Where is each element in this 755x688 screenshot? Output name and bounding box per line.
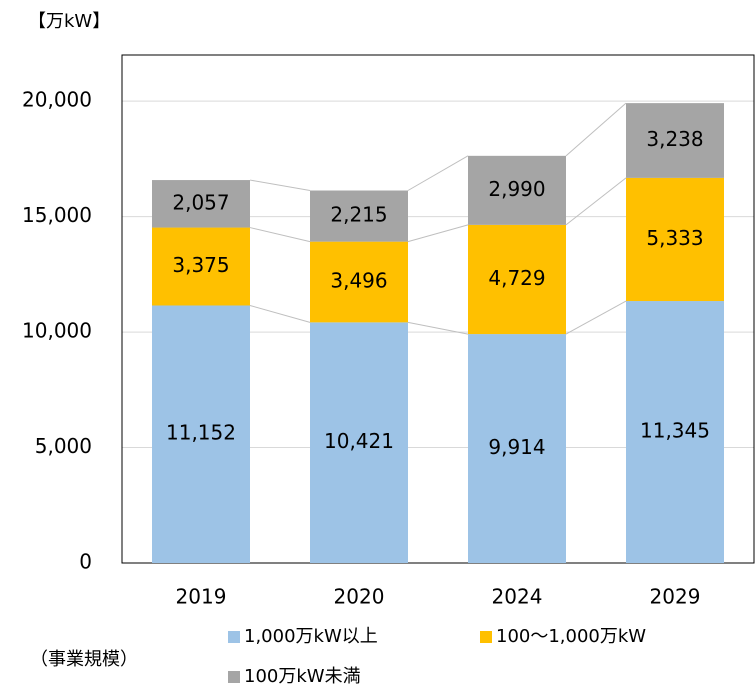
connector-line — [565, 177, 627, 226]
y-tick-label: 5,000 — [35, 434, 92, 458]
y-tick-label: 20,000 — [22, 88, 92, 112]
data-label: 2,215 — [330, 203, 387, 227]
connector-line — [407, 321, 469, 335]
x-tick-label: 2019 — [176, 585, 227, 609]
bar-segment — [310, 190, 408, 242]
connector-line — [565, 102, 627, 157]
bar-segment — [152, 305, 250, 563]
bar-segment — [626, 301, 724, 563]
data-label: 10,421 — [324, 429, 394, 453]
connector-line — [407, 155, 469, 191]
legend-label: 100万kW未満 — [244, 666, 361, 687]
note: （事業規模） — [30, 649, 138, 670]
bar-segment — [152, 227, 250, 306]
legend-label: 1,000万kW以上 — [244, 626, 378, 647]
plot-border — [121, 54, 755, 564]
legend-swatch — [228, 671, 240, 683]
y-tick-label: 10,000 — [22, 319, 92, 343]
data-label: 3,496 — [330, 269, 387, 293]
y-tick-label: 15,000 — [22, 203, 92, 227]
x-tick-label: 2029 — [650, 585, 701, 609]
unit-label: 【万kW】 — [28, 11, 110, 32]
data-label: 2,057 — [172, 190, 229, 214]
bar-segment — [468, 155, 566, 225]
data-label: 11,152 — [166, 421, 236, 445]
bar-segment — [310, 241, 408, 323]
x-tick-label: 2024 — [492, 585, 543, 609]
data-label: 3,375 — [172, 253, 229, 277]
data-label: 4,729 — [488, 266, 545, 290]
bar-segment — [310, 322, 408, 563]
bar-segment — [468, 334, 566, 563]
bar-segment — [468, 224, 566, 335]
bar-segment — [626, 177, 724, 302]
y-tick-label: 0 — [79, 550, 92, 574]
data-label: 11,345 — [640, 419, 710, 443]
data-label: 5,333 — [646, 226, 703, 250]
bar-segment — [152, 180, 250, 228]
data-label: 3,238 — [646, 127, 703, 151]
bar-segment — [626, 103, 724, 178]
connector-line — [407, 224, 469, 243]
x-tick-label: 2020 — [334, 585, 385, 609]
data-label: 9,914 — [488, 435, 545, 459]
legend-swatch — [228, 631, 240, 643]
legend-label: 100～1,000万kW — [496, 626, 646, 647]
data-label: 2,990 — [488, 177, 545, 201]
connector-line — [249, 179, 311, 191]
legend-swatch — [480, 631, 492, 643]
connector-line — [565, 300, 627, 335]
connector-line — [249, 305, 311, 323]
connector-line — [249, 227, 311, 243]
